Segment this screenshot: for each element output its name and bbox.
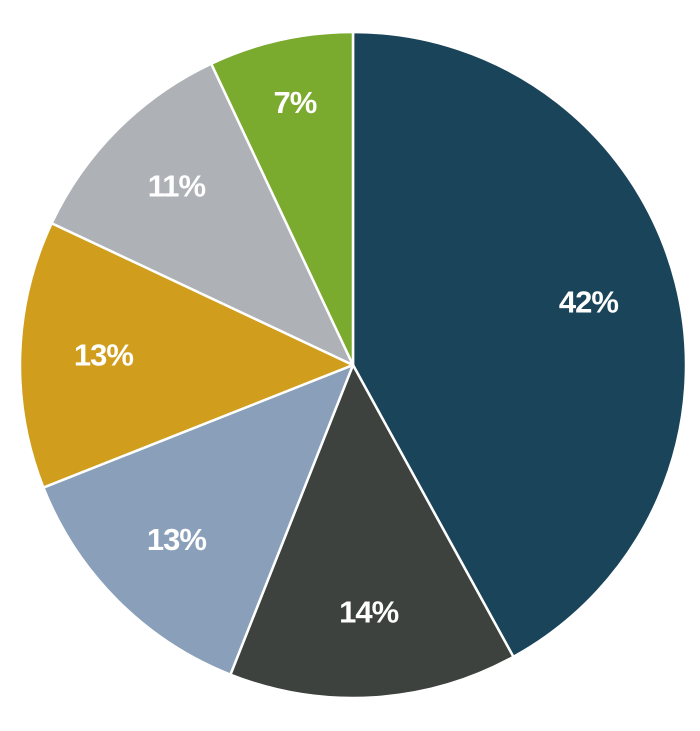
data-label: 14% [339, 594, 398, 629]
data-label: 11% [148, 169, 206, 204]
pie-slice [50, 62, 355, 367]
data-label: 13% [74, 337, 133, 372]
pie-slice [229, 363, 515, 700]
pie-slice [42, 363, 355, 676]
data-label: 7% [273, 85, 316, 120]
pie-slice [209, 30, 355, 367]
pie-slice [351, 30, 688, 659]
data-label: 13% [147, 522, 206, 557]
pie-slice [18, 221, 355, 489]
data-label: 42% [559, 285, 618, 320]
